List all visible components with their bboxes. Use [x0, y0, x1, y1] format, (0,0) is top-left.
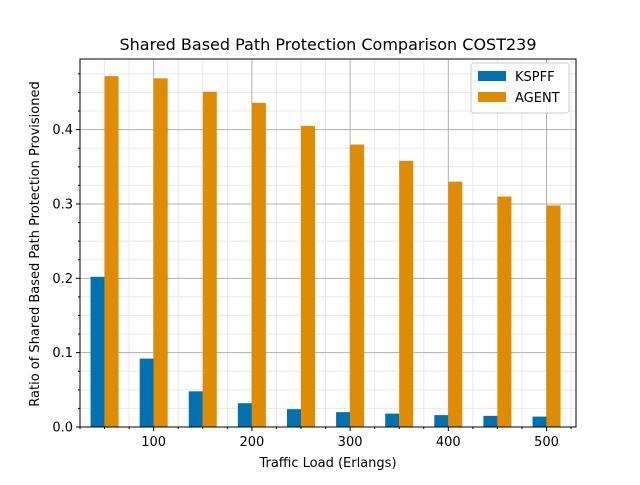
x-axis-label: Traffic Load (Erlangs): [258, 456, 396, 471]
bar-kspff-150: [188, 391, 203, 427]
bar-kspff-250: [286, 409, 301, 427]
bar-agent-400: [448, 181, 463, 427]
bar-kspff-300: [336, 412, 351, 427]
plot-frame: [79, 58, 577, 428]
bar-agent-500: [546, 205, 561, 427]
bar-kspff-500: [532, 416, 547, 427]
bar-kspff-50: [90, 276, 105, 427]
bar-agent-250: [300, 125, 315, 427]
x-tick-label: 400: [436, 435, 461, 450]
x-tick-label: 300: [338, 435, 363, 450]
y-tick-label: 0.3: [52, 197, 73, 212]
chart-title: Shared Based Path Protection Comparison …: [120, 35, 537, 54]
bar-agent-100: [153, 78, 168, 428]
legend-label-kspff: KSPFF: [515, 70, 555, 85]
y-axis-label: Ratio of Shared Based Path Protection Pr…: [28, 81, 43, 406]
x-tick-label: 100: [141, 435, 166, 450]
bar-kspff-350: [385, 413, 400, 427]
bar-agent-300: [350, 144, 365, 428]
legend: KSPFF AGENT: [470, 62, 570, 114]
bar-kspff-400: [434, 415, 449, 427]
x-tick-label: 200: [239, 435, 264, 450]
legend-swatch-agent: [478, 92, 506, 102]
legend-swatch-kspff: [478, 71, 506, 81]
bar-kspff-450: [483, 415, 498, 427]
bar-kspff-100: [139, 358, 154, 427]
bar-agent-150: [202, 91, 217, 427]
legend-label-agent: AGENT: [515, 91, 560, 106]
bar-agent-450: [497, 196, 512, 427]
y-tick-label: 0.1: [52, 346, 73, 361]
bar-agent-200: [251, 102, 266, 428]
x-tick-label: 500: [534, 435, 559, 450]
bar-agent-350: [399, 160, 414, 427]
y-tick-label: 0.0: [52, 421, 73, 436]
bar-agent-50: [104, 76, 119, 427]
bar-kspff-200: [237, 403, 252, 427]
y-tick-label: 0.2: [52, 272, 73, 287]
y-tick-label: 0.4: [52, 123, 73, 138]
